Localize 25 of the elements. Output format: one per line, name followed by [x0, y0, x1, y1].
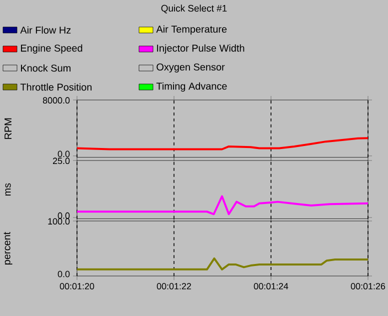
legend-label: Knock Sum — [21, 64, 70, 72]
x-tick-label: 00:01:26 — [350, 283, 386, 290]
line-series — [77, 257, 368, 270]
y-tick-label: 100.0 — [48, 218, 70, 225]
line-series — [77, 195, 368, 216]
legend-label: Timing Advance — [156, 82, 227, 92]
legend-label: Air Flow Hz — [20, 26, 71, 34]
legend-label: Throttle Position — [20, 83, 92, 91]
y-tick-label: 0.0 — [58, 212, 70, 219]
x-tick-label: 00:01:20 — [60, 283, 94, 290]
y-tick-label: 0.0 — [58, 270, 70, 278]
x-tick-label: 00:01:22 — [156, 283, 191, 290]
chart-title: Quick Select #1 — [161, 4, 227, 14]
y-axis-title: percent — [4, 232, 12, 264]
legend-label: Oxygen Sensor — [156, 63, 225, 73]
legend-label: Air Temperature — [156, 25, 227, 35]
y-axis-title: ms — [5, 183, 11, 196]
y-tick-label: 0.0 — [58, 150, 70, 158]
x-tick-label: 00:01:24 — [254, 283, 288, 290]
y-tick-label: 8000.0 — [42, 97, 70, 104]
legend-label: Injector Pulse Width — [157, 44, 244, 54]
line-series — [77, 137, 368, 150]
y-tick-label: 25.0 — [52, 158, 70, 164]
y-axis-title: RPM — [4, 118, 12, 139]
legend-label: Engine Speed — [21, 44, 82, 54]
